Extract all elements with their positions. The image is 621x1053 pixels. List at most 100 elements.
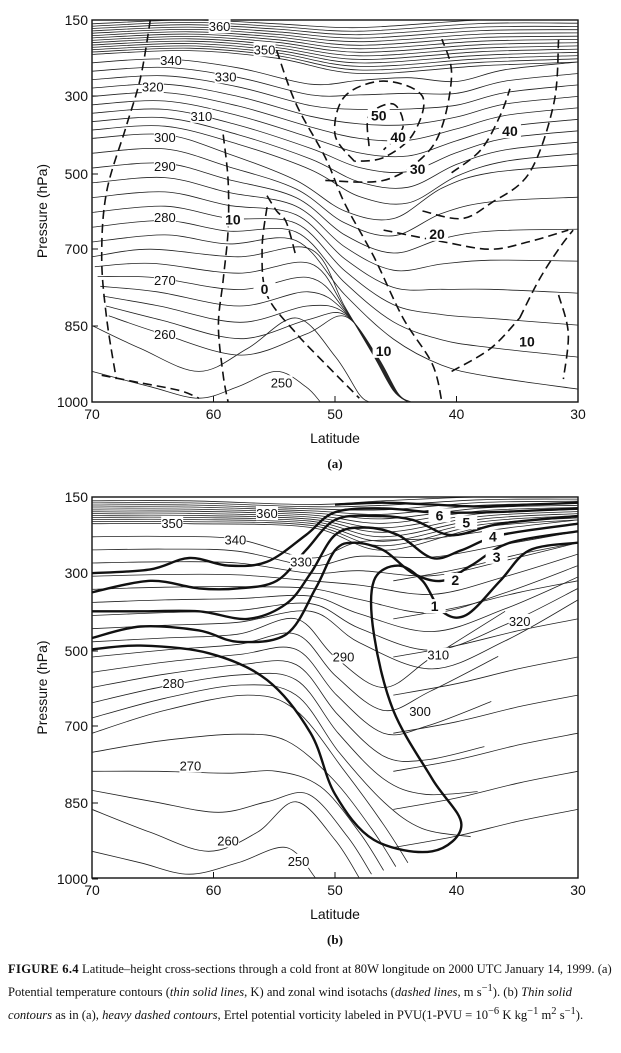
isentrope-label-bg	[153, 327, 176, 342]
pv-contour-line	[92, 522, 578, 621]
pv-label: 3	[493, 549, 501, 565]
isentrope-label: 350	[161, 516, 183, 531]
isentrope-line	[92, 553, 578, 595]
x-tick-label: 50	[327, 882, 343, 898]
pv-label: 2	[451, 572, 459, 588]
isentrope-label-bg	[224, 532, 247, 547]
isotach-label-bg	[372, 343, 395, 358]
isentrope-line	[105, 305, 411, 402]
isotach-line	[451, 317, 521, 373]
isotach-label-bg	[498, 124, 521, 139]
isentrope-label-bg	[255, 506, 278, 521]
y-tick-label: 300	[65, 565, 89, 581]
isentrope-line	[92, 507, 578, 524]
isentrope-line	[92, 91, 578, 142]
isotach-line	[266, 195, 297, 258]
x-tick-label: 70	[84, 882, 100, 898]
pv-contour-line	[92, 507, 578, 575]
pv-label-bg	[428, 508, 451, 523]
isentrope-label: 340	[160, 53, 182, 68]
isentrope-line	[92, 148, 578, 237]
isentrope-line	[92, 83, 578, 126]
isentrope-label-bg	[161, 515, 184, 530]
caption-text-2: , K) and zonal wind isotachs (	[244, 985, 395, 1000]
isotach-label-bg	[387, 129, 410, 144]
y-tick-label: 500	[65, 643, 89, 659]
isentrope-line	[92, 26, 578, 39]
isentrope-line	[94, 261, 409, 402]
pv-label-bg	[444, 572, 467, 587]
isentrope-line	[92, 33, 578, 50]
isotach-line	[557, 294, 570, 380]
x-tick-label: 40	[449, 406, 465, 422]
x-tick-label: 40	[449, 882, 465, 898]
isentrope-line	[92, 50, 578, 75]
isentrope-label-bg	[153, 272, 176, 287]
isentrope-label: 280	[154, 210, 176, 225]
isentrope-label: 250	[271, 375, 293, 390]
isentrope-line	[92, 47, 578, 71]
x-tick-label: 70	[84, 406, 100, 422]
isentrope-label-bg	[427, 647, 450, 662]
isentrope-line	[92, 790, 372, 875]
isentrope-line	[92, 24, 578, 36]
isentrope-line	[393, 732, 578, 772]
isentrope-label: 330	[290, 554, 312, 569]
isotach-label-bg	[426, 226, 449, 241]
panel-label: (a)	[327, 456, 342, 471]
isentrope-line	[92, 100, 578, 158]
isentrope-line	[92, 733, 397, 867]
isentrope-line	[92, 162, 578, 254]
isentrope-line	[92, 565, 578, 614]
isentrope-label-bg	[287, 853, 310, 868]
isentrope-line	[92, 317, 370, 402]
caption-text-3: , m s	[457, 985, 482, 1000]
caption-text-4: ). (b)	[492, 985, 522, 1000]
caption-text-5: as in (a),	[52, 1008, 103, 1023]
isotach-line	[366, 102, 405, 151]
x-tick-label: 30	[570, 406, 586, 422]
isotach-label: 20	[429, 226, 445, 242]
isentrope-line	[92, 246, 409, 402]
isentrope-line	[92, 31, 578, 46]
isentrope-line	[92, 530, 578, 567]
isentrope-label: 310	[427, 648, 449, 663]
caption-text-8: m	[538, 1008, 552, 1023]
isentrope-line	[92, 694, 409, 864]
isotach-line	[422, 39, 560, 220]
caption-text-6: , Ertel potential vorticity labeled in P…	[217, 1008, 488, 1023]
pv-label: 4	[489, 529, 497, 545]
isentrope-label-bg	[162, 675, 185, 690]
isentrope-line	[92, 370, 321, 402]
y-tick-label: 700	[65, 241, 89, 257]
isentrope-label-bg	[217, 833, 240, 848]
isotach-line	[261, 207, 360, 399]
isentrope-label: 360	[256, 506, 278, 521]
isentrope-line	[103, 295, 411, 402]
isentrope-line	[92, 234, 578, 390]
x-tick-label: 50	[327, 406, 343, 422]
isentrope-label-bg	[179, 758, 202, 773]
y-tick-label: 850	[65, 318, 89, 334]
caption-em-2: dashed lines	[394, 985, 458, 1000]
pv-label: 5	[462, 514, 470, 530]
isentrope-label-bg	[153, 210, 176, 224]
figure-canvas: 70 60 50 40 301503005007008501000LatitudePre…	[34, 12, 586, 947]
isentrope-line	[92, 660, 485, 762]
panel-a: 70 60 50 40 301503005007008501000LatitudePre…	[34, 12, 586, 471]
isotach-line	[101, 374, 200, 399]
isotach-line	[217, 134, 230, 402]
isentrope-line	[92, 220, 578, 358]
y-tick-label: 1000	[57, 394, 88, 410]
figure-caption: FIGURE 6.4 Latitude–height cross-section…	[8, 960, 614, 1025]
isentrope-line	[393, 618, 578, 658]
isentrope-line	[92, 21, 578, 32]
isotach-line	[451, 88, 511, 174]
y-tick-label: 150	[65, 12, 89, 28]
isentrope-label: 280	[163, 676, 185, 691]
pv-label: 1	[431, 598, 439, 614]
pv-contour-line	[92, 514, 578, 594]
x-axis-label: Latitude	[310, 906, 360, 922]
isotach-line	[325, 38, 453, 183]
isentrope-label: 290	[333, 650, 355, 665]
